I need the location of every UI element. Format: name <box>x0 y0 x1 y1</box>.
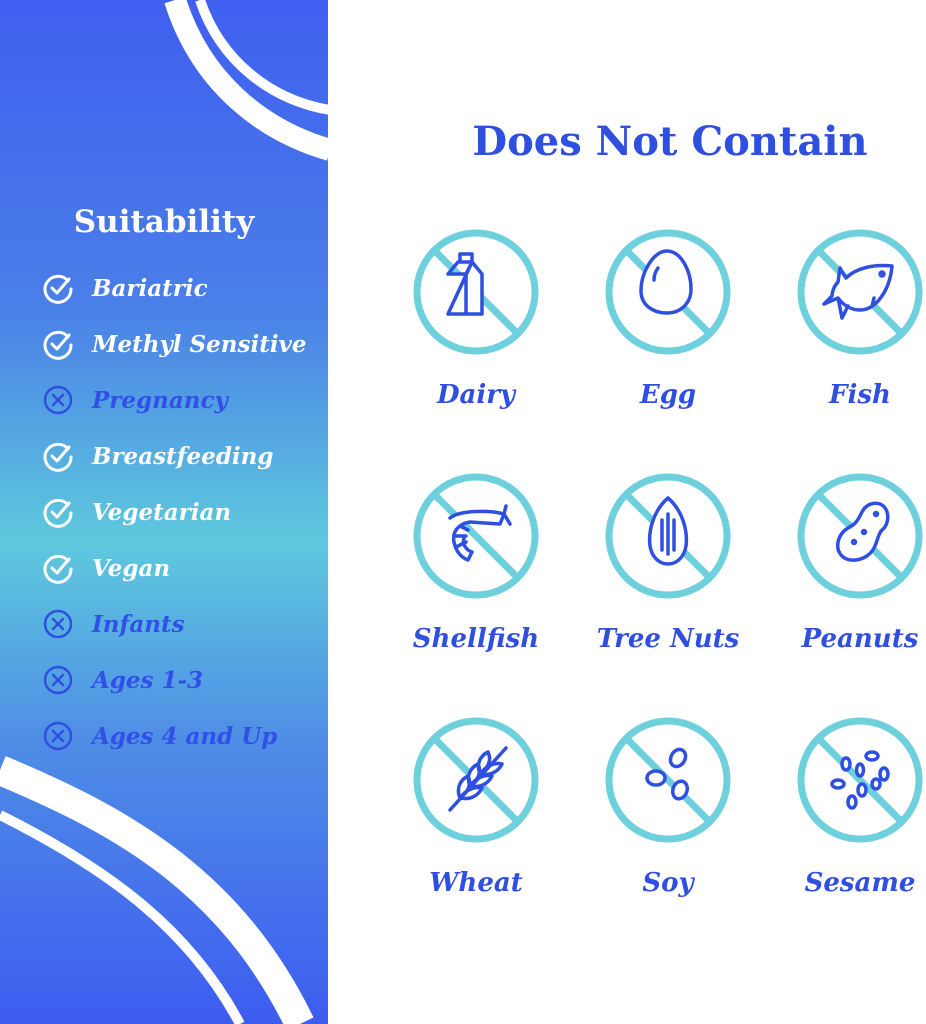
wheat-icon <box>413 717 539 843</box>
suitability-item: Pregnancy <box>42 382 228 418</box>
sesame-icon <box>797 717 923 843</box>
allergen-shellfish: Shellfish <box>380 470 572 654</box>
allergen-wheat: Wheat <box>380 714 572 898</box>
suitability-item: Methyl Sensitive <box>42 326 307 362</box>
suitability-label: Methyl Sensitive <box>92 330 307 358</box>
milk-carton-icon <box>413 229 539 355</box>
check-circle-icon <box>43 274 73 304</box>
decorative-swoosh <box>0 0 330 1024</box>
allergen-fish: Fish <box>764 226 926 410</box>
x-circle-icon <box>43 665 73 695</box>
allergen-peanuts: Peanuts <box>764 470 926 654</box>
egg-icon <box>605 229 731 355</box>
suitability-label: Breastfeeding <box>92 442 274 470</box>
x-circle-icon <box>43 721 73 751</box>
allergen-tree-nuts: Tree Nuts <box>572 470 764 654</box>
allergen-egg: Egg <box>572 226 764 410</box>
check-circle-icon <box>43 442 73 472</box>
suitability-label: Bariatric <box>92 274 208 302</box>
suitability-label: Pregnancy <box>92 386 228 414</box>
suitability-item: Vegan <box>42 550 170 586</box>
suitability-label: Ages 1-3 <box>92 666 204 694</box>
shrimp-icon <box>413 473 539 599</box>
fish-icon <box>797 229 923 355</box>
suitability-item: Ages 1-3 <box>42 662 203 698</box>
suitability-item: Vegetarian <box>42 494 231 530</box>
allergen-label: Fish <box>829 380 891 410</box>
allergen-label: Soy <box>642 868 694 898</box>
suitability-item: Ages 4 and Up <box>42 718 277 754</box>
allergen-label: Sesame <box>804 868 916 898</box>
suitability-item: Bariatric <box>42 270 208 306</box>
peanut-icon <box>797 473 923 599</box>
suitability-label: Vegan <box>92 554 171 582</box>
allergen-dairy: Dairy <box>380 226 572 410</box>
x-circle-icon <box>43 385 73 415</box>
allergen-label: Dairy <box>436 380 516 410</box>
allergen-soy: Soy <box>572 714 764 898</box>
suitability-item: Infants <box>42 606 185 642</box>
does-not-contain-title: Does Not Contain <box>472 118 868 165</box>
allergen-label: Egg <box>639 380 697 410</box>
x-circle-icon <box>43 609 73 639</box>
check-circle-icon <box>43 498 73 528</box>
check-circle-icon <box>43 554 73 584</box>
allergen-label: Peanuts <box>801 624 919 654</box>
suitability-label: Infants <box>92 610 185 638</box>
suitability-title: Suitability <box>73 204 255 240</box>
check-circle-icon <box>43 330 73 360</box>
soybean-icon <box>605 717 731 843</box>
allergen-label: Wheat <box>429 868 523 898</box>
suitability-label: Ages 4 and Up <box>92 722 278 750</box>
suitability-label: Vegetarian <box>92 498 232 526</box>
suitability-item: Breastfeeding <box>42 438 273 474</box>
almond-icon <box>605 473 731 599</box>
allergen-label: Shellfish <box>412 624 540 654</box>
allergen-label: Tree Nuts <box>596 624 740 654</box>
allergen-sesame: Sesame <box>764 714 926 898</box>
